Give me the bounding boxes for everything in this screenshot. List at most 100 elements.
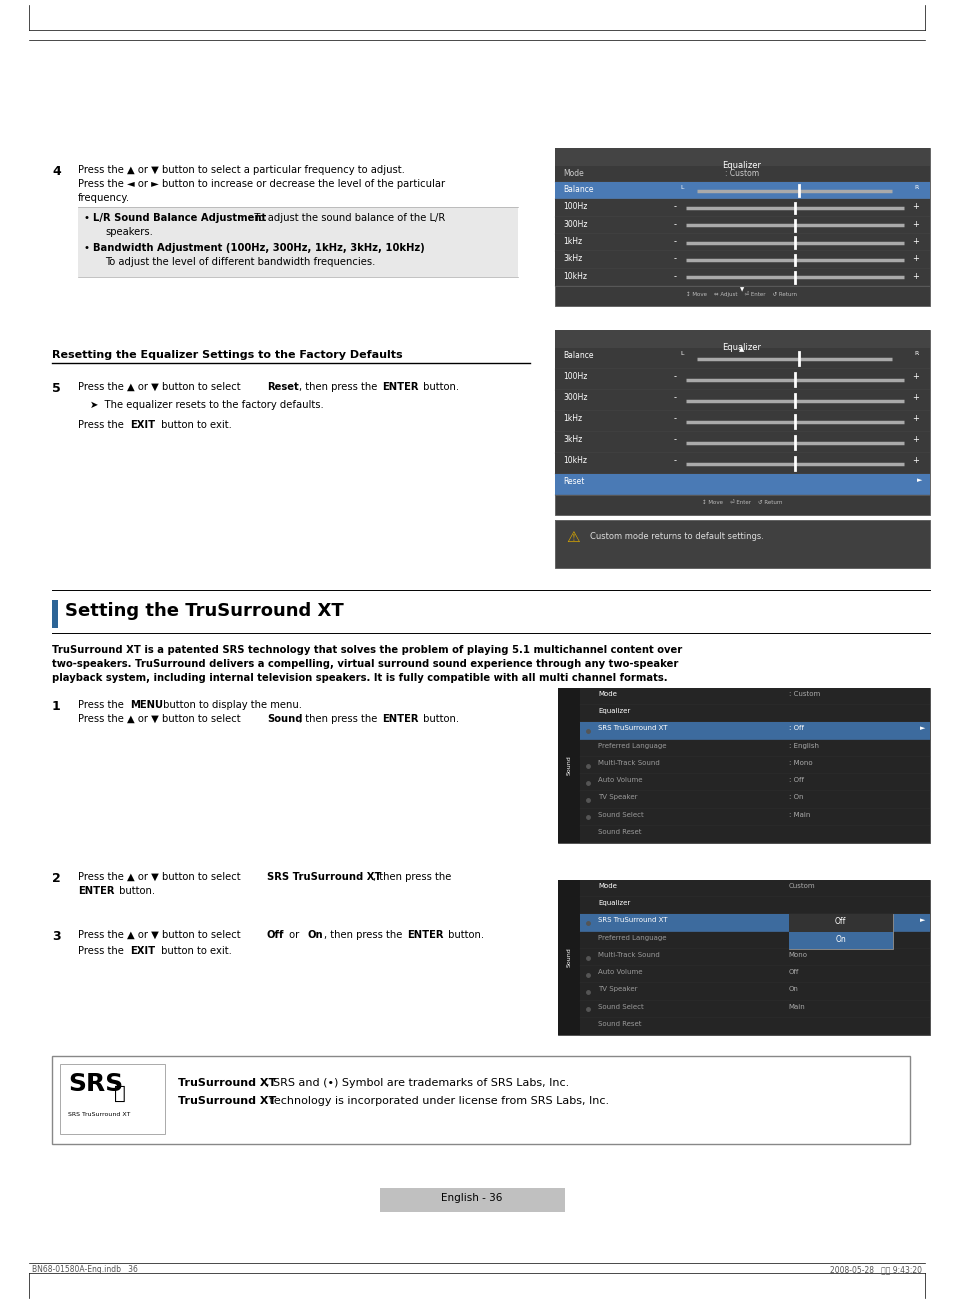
Text: Press the ▲ or ▼ button to select: Press the ▲ or ▼ button to select <box>78 872 244 882</box>
Text: ENTER: ENTER <box>407 930 443 939</box>
Text: 3kHz: 3kHz <box>562 435 581 444</box>
Text: Setting the TruSurround XT: Setting the TruSurround XT <box>65 602 343 620</box>
Text: ↕ Move    ⇔ Adjust    ⏎ Enter    ↺ Return: ↕ Move ⇔ Adjust ⏎ Enter ↺ Return <box>686 291 797 297</box>
Bar <box>555 251 929 268</box>
Text: Press the: Press the <box>78 420 127 430</box>
Bar <box>555 149 929 306</box>
Text: : Main: : Main <box>788 812 809 817</box>
Text: +: + <box>911 254 918 263</box>
Text: ↕ Move    ⏎ Enter    ↺ Return: ↕ Move ⏎ Enter ↺ Return <box>701 500 781 506</box>
Text: L/R Sound Balance Adjustment: L/R Sound Balance Adjustment <box>92 212 266 223</box>
Text: Preferred Language: Preferred Language <box>598 743 666 749</box>
Bar <box>558 688 929 843</box>
Text: , SRS and (•) Symbol are trademarks of SRS Labs, Inc.: , SRS and (•) Symbol are trademarks of S… <box>266 1078 569 1088</box>
Text: Equalizer: Equalizer <box>721 343 760 352</box>
Text: ►: ► <box>916 477 921 483</box>
Text: +: + <box>911 237 918 246</box>
Bar <box>788 915 892 949</box>
Text: 3kHz: 3kHz <box>562 254 581 263</box>
Text: +: + <box>911 435 918 444</box>
Bar <box>78 207 517 278</box>
Text: +: + <box>911 394 918 403</box>
Text: +: + <box>911 456 918 465</box>
Text: Press the ◄ or ► button to increase or decrease the level of the particular: Press the ◄ or ► button to increase or d… <box>78 179 445 189</box>
Text: 10kHz: 10kHz <box>562 456 586 465</box>
Text: English - 36: English - 36 <box>441 1194 502 1203</box>
Text: EXIT: EXIT <box>130 420 155 430</box>
Text: Multi-Track Sound: Multi-Track Sound <box>598 760 659 766</box>
Text: Press the: Press the <box>78 946 127 956</box>
Text: : To adjust the sound balance of the L/R: : To adjust the sound balance of the L/R <box>248 212 445 223</box>
Text: Press the ▲ or ▼ button to select a particular frequency to adjust.: Press the ▲ or ▼ button to select a part… <box>78 165 404 175</box>
Text: Bandwidth Adjustment (100Hz, 300Hz, 1kHz, 3kHz, 10kHz): Bandwidth Adjustment (100Hz, 300Hz, 1kHz… <box>92 242 424 253</box>
Text: Reset: Reset <box>267 382 298 392</box>
Text: Sound: Sound <box>566 756 571 775</box>
Text: , then press the: , then press the <box>298 382 380 392</box>
Text: Mode: Mode <box>562 169 583 179</box>
Text: TruSurround XT is a patented SRS technology that solves the problem of playing 5: TruSurround XT is a patented SRS technol… <box>52 645 681 655</box>
Text: -: - <box>673 254 676 263</box>
Text: button to exit.: button to exit. <box>158 946 232 956</box>
Bar <box>555 149 929 306</box>
Text: : Mono: : Mono <box>788 760 811 766</box>
Text: Off: Off <box>267 930 284 939</box>
Text: Press the: Press the <box>78 700 127 710</box>
Text: -: - <box>673 371 676 380</box>
Text: Resetting the Equalizer Settings to the Factory Defaults: Resetting the Equalizer Settings to the … <box>52 351 402 360</box>
Bar <box>579 826 929 843</box>
Text: ⚠: ⚠ <box>565 530 579 545</box>
Bar <box>555 182 929 199</box>
Bar <box>579 932 929 949</box>
Text: Balance: Balance <box>562 351 593 360</box>
Text: -: - <box>673 220 676 228</box>
Bar <box>555 348 929 369</box>
Bar <box>579 966 929 984</box>
Text: -: - <box>673 435 676 444</box>
Text: ENTER: ENTER <box>381 714 418 724</box>
Bar <box>555 216 929 235</box>
Text: Ⓞ: Ⓞ <box>113 1084 126 1104</box>
Bar <box>555 235 929 251</box>
Text: frequency.: frequency. <box>78 193 130 203</box>
Text: 3: 3 <box>52 930 61 943</box>
Bar <box>558 880 929 1035</box>
Text: TruSurround XT: TruSurround XT <box>178 1078 276 1088</box>
Bar <box>579 688 929 705</box>
Bar <box>579 984 929 1001</box>
Text: 5: 5 <box>52 382 61 395</box>
Text: -: - <box>673 456 676 465</box>
Text: : Off: : Off <box>788 726 802 731</box>
Text: Custom mode returns to default settings.: Custom mode returns to default settings. <box>589 532 763 541</box>
Text: ENTER: ENTER <box>381 382 418 392</box>
Text: On: On <box>835 934 845 943</box>
Text: Multi-Track Sound: Multi-Track Sound <box>598 952 659 958</box>
Text: L: L <box>680 185 683 190</box>
Bar <box>52 599 58 628</box>
Bar <box>788 915 892 932</box>
Text: 4: 4 <box>52 165 61 179</box>
Text: speakers.: speakers. <box>105 227 152 237</box>
Text: : English: : English <box>788 743 818 749</box>
Text: button.: button. <box>419 714 458 724</box>
Bar <box>555 520 929 568</box>
Bar <box>555 268 929 285</box>
Text: playback system, including internal television speakers. It is fully compatible : playback system, including internal tele… <box>52 674 667 683</box>
Text: ▲: ▲ <box>739 347 744 352</box>
Text: TV Speaker: TV Speaker <box>598 986 637 993</box>
Text: 300Hz: 300Hz <box>562 220 587 228</box>
Bar <box>555 410 929 433</box>
Text: 1kHz: 1kHz <box>562 414 581 423</box>
Text: -: - <box>673 394 676 403</box>
Text: ►: ► <box>919 917 924 924</box>
Bar <box>579 809 929 826</box>
Text: +: + <box>911 202 918 211</box>
Bar <box>579 774 929 791</box>
Text: , then press the: , then press the <box>298 714 380 724</box>
Bar <box>579 1018 929 1035</box>
Bar <box>579 740 929 757</box>
Bar <box>555 330 929 348</box>
Text: : Off: : Off <box>788 777 802 783</box>
Text: 100Hz: 100Hz <box>562 202 587 211</box>
Text: button to display the menu.: button to display the menu. <box>160 700 302 710</box>
Text: TruSurround XT: TruSurround XT <box>178 1096 276 1106</box>
